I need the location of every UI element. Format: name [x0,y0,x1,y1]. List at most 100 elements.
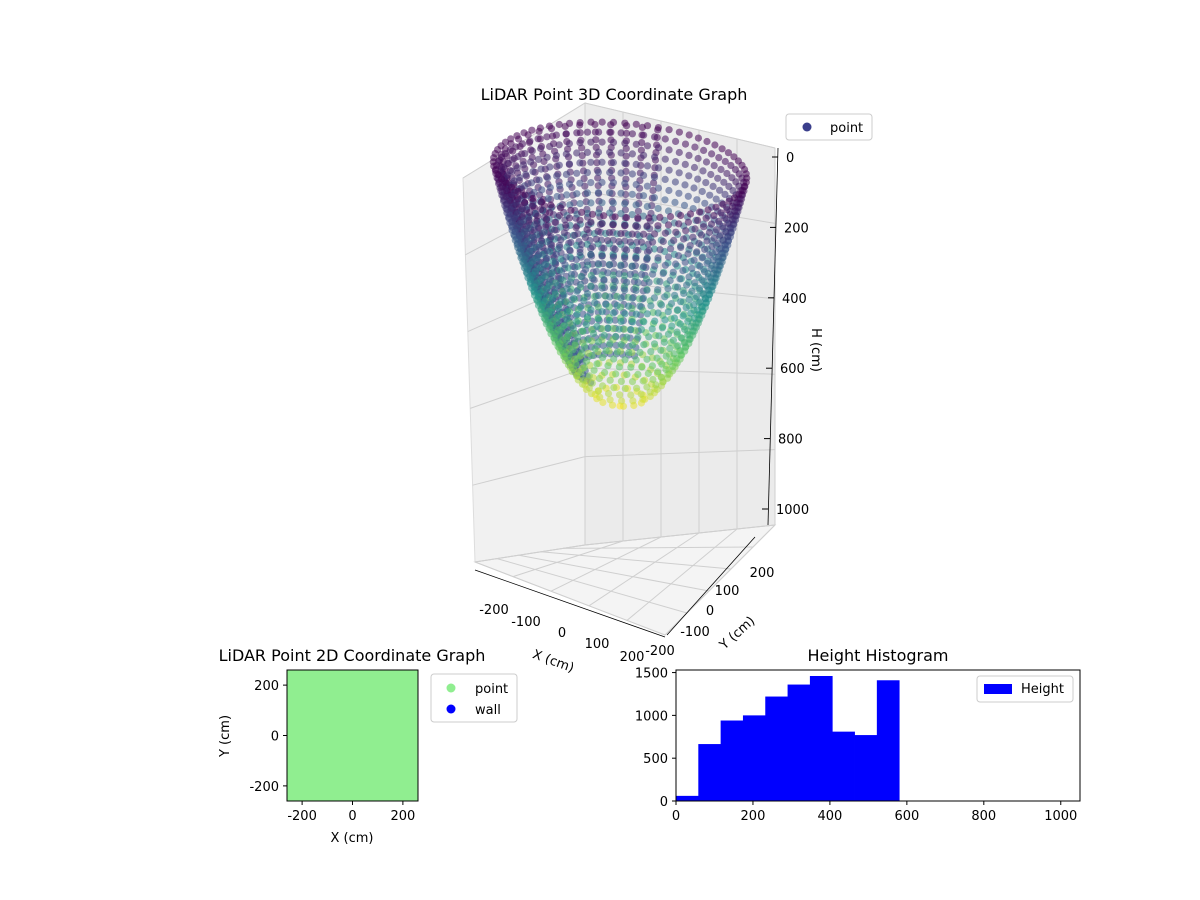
point-marker [538,198,546,206]
point-marker [702,179,710,187]
point-marker [669,268,677,276]
point-marker [599,382,607,390]
point-marker [543,153,551,161]
legend-point-marker [802,122,812,132]
point-marker [677,298,685,306]
point-marker [594,291,603,300]
point-marker [623,333,631,341]
point-marker [677,243,685,251]
point-marker [606,340,614,348]
point-marker [696,262,704,270]
point-marker [598,118,606,126]
point-marker [520,129,528,137]
y-tick-label: 200 [750,566,775,581]
point-marker [549,328,557,336]
point-marker [600,276,608,284]
point-marker [587,282,595,290]
legend-3d: point [785,113,873,141]
point-marker [643,142,652,150]
point-marker [681,258,689,266]
point-marker [604,362,612,370]
point-marker [533,264,541,273]
point-marker [691,225,699,233]
point-marker [587,138,595,146]
point-marker [643,383,651,391]
point-marker [666,213,675,221]
point-marker [565,351,573,359]
point-marker [650,179,658,187]
point-marker [531,271,540,279]
point-marker [704,273,712,281]
point-marker [639,192,648,200]
point-marker [608,401,617,409]
point-marker [512,201,520,209]
point-marker [702,214,710,222]
point-marker [643,286,651,294]
point-marker [621,356,629,364]
x-tick-label: 0 [558,626,566,641]
floor-grid-line [550,536,662,592]
point-marker [711,141,719,149]
point-marker [632,201,640,209]
point-marker [552,250,560,258]
point-marker [654,286,662,294]
point-marker [636,302,644,310]
point-marker [617,189,625,197]
point-marker [688,264,696,273]
point-marker [588,243,597,251]
point-marker [533,220,541,228]
point-marker [564,330,573,338]
point-marker [551,226,559,234]
point-marker [632,222,640,230]
y-tick-label: -200 [645,644,675,659]
z-tick-label: 200 [784,221,809,236]
point-marker [621,179,629,187]
point-marker [594,260,602,268]
point-marker [665,166,673,174]
point-marker [634,333,642,341]
point-marker [632,356,640,364]
point-marker [626,326,635,334]
point-marker [628,294,636,302]
point-marker [578,152,586,160]
point-marker [661,229,670,237]
point-marker [621,139,629,147]
point-marker [529,168,537,176]
point-marker [690,314,698,322]
point-marker [555,161,563,169]
point-marker [674,283,682,291]
point-marker [709,256,717,264]
point-marker [562,170,571,178]
point-marker [557,204,565,212]
point-marker [662,365,670,374]
point-marker [657,301,666,309]
point-marker [671,198,679,206]
point-marker [645,278,653,286]
point-marker [640,171,648,179]
point-marker [718,145,726,153]
point-marker [561,321,569,329]
floor-grid-line [540,551,732,570]
scatter3d-title: LiDAR Point 3D Coordinate Graph [481,85,748,104]
point-marker [710,162,718,170]
point-marker [639,294,648,302]
point-marker [583,258,591,266]
point-marker [677,211,685,220]
point-marker [537,144,545,153]
point-marker [640,151,648,159]
point-marker [529,194,537,203]
point-marker [654,144,663,152]
point-marker [680,235,688,243]
point-marker [724,149,733,157]
floor-grid-line [588,532,700,607]
point-marker [512,208,520,216]
point-marker [535,176,543,184]
point-marker [553,172,561,180]
point-marker [639,377,647,385]
x-tick-label: -200 [287,809,317,824]
point-marker [662,352,670,360]
point-marker [621,310,629,318]
point-marker [562,221,570,229]
point-marker [587,250,595,259]
point-marker [594,148,603,156]
